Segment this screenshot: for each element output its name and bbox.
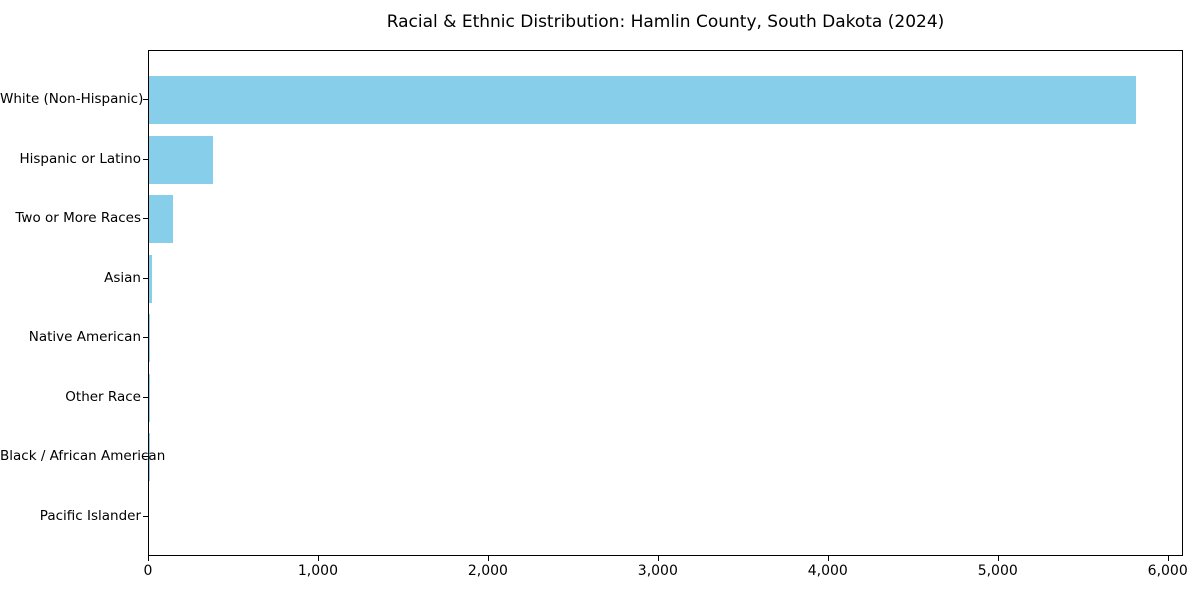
x-tick-label: 5,000 xyxy=(977,563,1018,579)
y-tick-mark xyxy=(143,515,148,517)
y-tick-mark xyxy=(143,99,148,100)
x-tick-label: 3,000 xyxy=(637,563,678,579)
bar-hispanic-or-latino xyxy=(149,135,213,184)
y-tick-label: White (Non-Hispanic) xyxy=(0,91,144,107)
bar-other-race xyxy=(149,373,151,422)
x-tick-mark xyxy=(317,556,319,561)
x-tick-label: 1,000 xyxy=(297,563,338,579)
y-tick-label: Black / African American xyxy=(0,448,166,464)
plot-area xyxy=(148,50,1183,556)
x-tick-label: 0 xyxy=(143,563,153,579)
y-tick-mark xyxy=(143,218,148,219)
x-tick-mark xyxy=(827,556,829,561)
x-tick-label: 2,000 xyxy=(467,563,508,579)
bar-white-non-hispanic xyxy=(149,76,1137,124)
y-tick-label: Asian xyxy=(104,269,141,286)
y-tick-label: Native American xyxy=(28,329,141,345)
chart-title: Racial & Ethnic Distribution: Hamlin Cou… xyxy=(386,12,945,32)
bar-native-american xyxy=(149,314,151,362)
y-tick-mark xyxy=(143,158,148,160)
y-tick-mark xyxy=(143,277,148,279)
x-tick-mark xyxy=(657,556,659,561)
bar-two-or-more-races xyxy=(149,195,173,243)
y-tick-mark xyxy=(143,456,148,457)
bar-black-african-american xyxy=(149,433,150,481)
x-tick-mark xyxy=(148,556,149,561)
y-tick-mark xyxy=(143,396,148,398)
bar-asian xyxy=(149,254,153,303)
x-tick-mark xyxy=(1167,556,1169,561)
x-tick-mark xyxy=(997,556,999,561)
x-tick-label: 6,000 xyxy=(1147,563,1188,579)
y-tick-label: Two or More Races xyxy=(15,210,141,226)
x-tick-mark xyxy=(487,556,489,561)
y-tick-label: Other Race xyxy=(65,388,141,405)
x-tick-label: 4,000 xyxy=(807,563,848,579)
y-tick-label: Hispanic or Latino xyxy=(19,150,141,167)
y-tick-mark xyxy=(143,337,148,338)
y-tick-label: Pacific Islander xyxy=(39,507,141,524)
